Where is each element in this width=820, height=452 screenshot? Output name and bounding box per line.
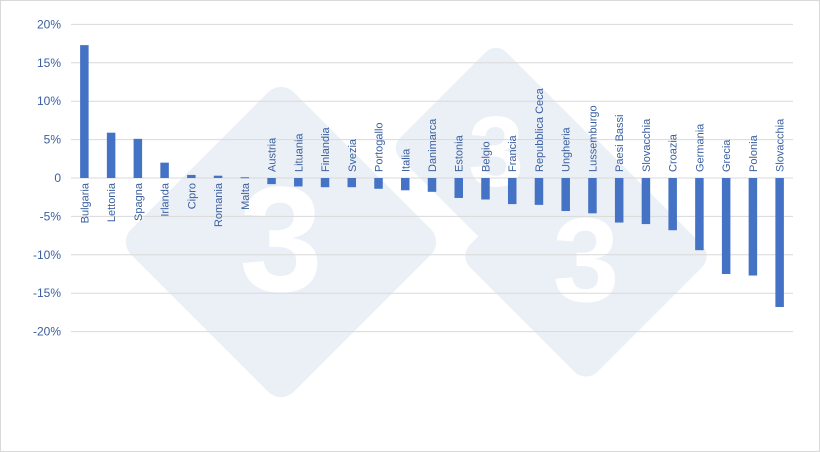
bar xyxy=(668,178,677,231)
y-tick-label: 0 xyxy=(54,171,61,185)
bar xyxy=(507,178,517,205)
bar xyxy=(427,178,437,192)
x-tick-label: Bulgaria xyxy=(79,182,91,223)
x-tick-label: Slovacchia xyxy=(641,118,653,172)
bar xyxy=(133,138,143,178)
x-tick-label: Austria xyxy=(267,137,279,172)
x-tick-label: Lettonia xyxy=(106,182,118,222)
y-tick-label: 10% xyxy=(37,94,61,108)
x-tick-label: Belgio xyxy=(480,141,492,172)
y-tick-label: -5% xyxy=(40,209,62,223)
x-tick-label: Germania xyxy=(694,123,706,172)
x-tick-label: Estonia xyxy=(454,134,466,172)
x-tick-label: Danimarca xyxy=(427,118,439,172)
x-tick-label: Svezia xyxy=(347,138,359,172)
x-tick-label: Lituania xyxy=(293,133,305,172)
x-tick-label: Finlandia xyxy=(320,126,332,172)
x-tick-label: Lussemburgo xyxy=(587,105,599,172)
watermark-logo: 3 3 3 xyxy=(125,47,707,398)
x-tick-label: Repubblica Ceca xyxy=(534,87,546,172)
bar xyxy=(641,178,651,225)
bar xyxy=(374,178,383,189)
bar xyxy=(80,45,89,178)
watermark-diamond xyxy=(125,86,437,398)
x-tick-label: Spagna xyxy=(133,182,145,221)
x-tick-label: Polonia xyxy=(748,134,760,172)
bar xyxy=(267,178,276,185)
bar xyxy=(320,178,330,188)
bar xyxy=(614,178,624,223)
bar xyxy=(347,178,357,188)
y-tick-label: 20% xyxy=(37,17,61,31)
bar xyxy=(481,178,490,200)
bar xyxy=(775,178,784,308)
x-tick-label: Grecia xyxy=(721,139,733,172)
bar xyxy=(695,178,704,251)
bar xyxy=(294,178,303,187)
y-tick-label: -10% xyxy=(33,248,61,262)
x-tick-label: Croazia xyxy=(668,133,680,172)
x-tick-label: Slovacchia xyxy=(775,118,787,172)
watermark-digit: 3 xyxy=(239,155,322,323)
bar xyxy=(588,178,597,214)
y-tick-label: -15% xyxy=(33,286,61,300)
bar xyxy=(213,175,223,178)
bar xyxy=(240,177,250,179)
bar xyxy=(401,178,410,191)
y-tick-label: 5% xyxy=(44,133,62,147)
bar xyxy=(721,178,731,274)
x-tick-label: Ungheria xyxy=(561,126,573,172)
bars xyxy=(80,45,784,308)
bar xyxy=(748,178,758,276)
x-tick-label: Romania xyxy=(213,182,225,227)
x-axis-labels: Bulgaria Lettonia Spagna Irlanda Cipro Romani… xyxy=(79,87,786,227)
x-tick-label: Paesi Bassi xyxy=(614,115,626,172)
x-tick-label: Cipro xyxy=(186,183,198,209)
bar xyxy=(160,162,169,178)
bar xyxy=(106,132,116,178)
bar xyxy=(454,178,463,198)
x-tick-label: Malta xyxy=(240,182,252,210)
bar xyxy=(187,174,196,178)
y-tick-label: 15% xyxy=(37,56,61,70)
bar xyxy=(561,178,570,212)
y-axis-ticks: 20% 15% 10% 5% 0 -5% -10% -15% -20% xyxy=(33,17,61,338)
x-tick-label: Italia xyxy=(400,148,412,172)
x-tick-label: Francia xyxy=(507,134,519,172)
x-tick-label: Portogallo xyxy=(374,122,386,172)
y-tick-label: -20% xyxy=(33,325,61,339)
bar xyxy=(534,178,544,205)
watermark-digit: 3 xyxy=(553,193,620,327)
x-tick-label: Irlanda xyxy=(160,182,172,217)
